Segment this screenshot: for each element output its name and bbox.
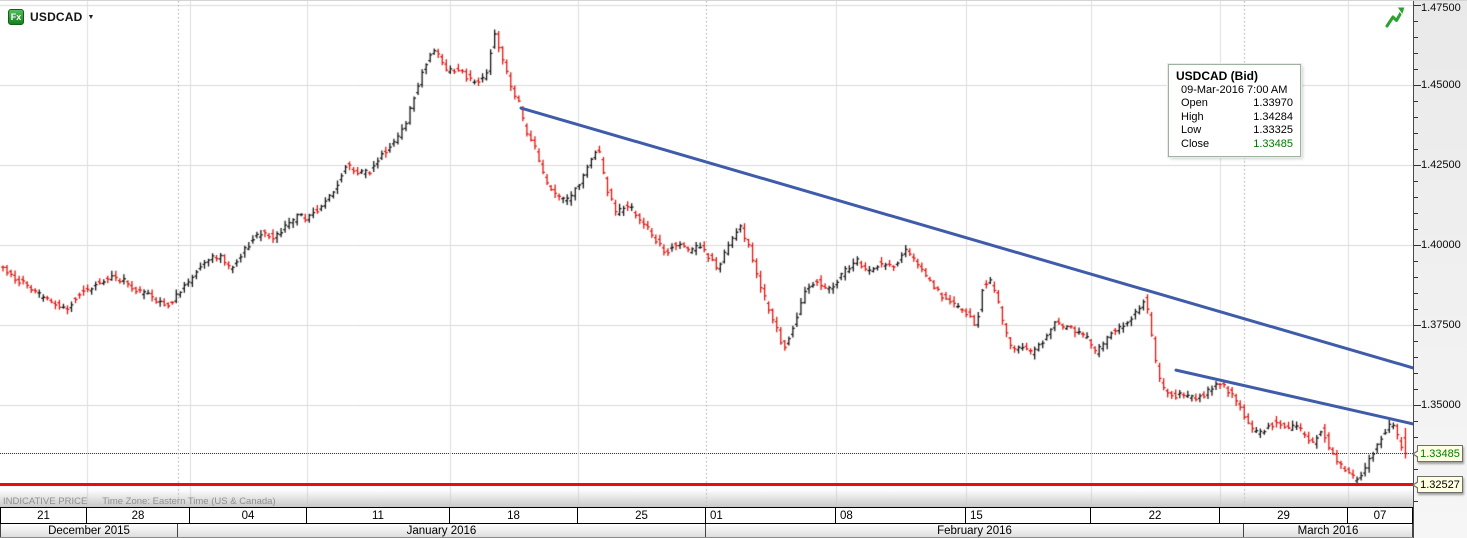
y-axis-minor-tick: [1414, 53, 1418, 54]
y-axis-major-tick: [1414, 85, 1421, 86]
indicative-price-label: INDICATIVE PRICE: [3, 496, 88, 507]
tooltip-low-row: Low 1.33325: [1176, 124, 1293, 138]
y-axis-minor-tick: [1414, 101, 1418, 102]
trendlines-layer: [519, 106, 1413, 426]
y-axis-minor-tick: [1414, 421, 1418, 422]
y-axis-label: 1.37500: [1421, 319, 1461, 331]
month-axis[interactable]: December 2015 January 2016 February 2016 Ma…: [0, 524, 1413, 538]
y-axis-minor-tick: [1414, 197, 1418, 198]
date-cell: 29: [1220, 508, 1348, 523]
date-cell: 28: [87, 508, 190, 523]
support-price-callout-text: 1.32527: [1420, 478, 1460, 491]
date-cell: 15: [966, 508, 1091, 523]
month-cell: December 2015: [0, 524, 178, 537]
date-axis[interactable]: 21 28 04 11 18 25 01 08 15 22 29 07: [0, 507, 1413, 524]
tooltip-close-row: Close 1.33485: [1176, 138, 1293, 152]
open-label: Open: [1181, 97, 1208, 109]
y-axis-minor-tick: [1414, 341, 1418, 342]
low-value: 1.33325: [1253, 124, 1293, 136]
date-cell: 07: [1348, 508, 1413, 523]
y-axis-minor-tick: [1414, 357, 1418, 358]
month-cell: January 2016: [178, 524, 706, 537]
y-axis-major-tick: [1414, 5, 1421, 6]
ohlc-tooltip: USDCAD (Bid) 09-Mar-2016 7:00 AM Open 1.…: [1168, 64, 1301, 157]
y-axis-minor-tick: [1414, 373, 1418, 374]
symbol-selector[interactable]: Fx USDCAD ▼: [8, 9, 94, 25]
support-price-callout: 1.32527: [1417, 476, 1463, 493]
chevron-down-icon: ▼: [87, 13, 95, 21]
y-axis-label: 1.42500: [1421, 159, 1461, 171]
footer-note: INDICATIVE PRICE Time Zone: Eastern Time…: [3, 496, 276, 507]
y-axis-label: 1.40000: [1421, 239, 1461, 251]
y-axis-minor-tick: [1414, 437, 1418, 438]
current-price-callout: 1.33485: [1417, 445, 1463, 462]
y-axis-minor-tick: [1414, 213, 1418, 214]
y-axis-minor-tick: [1414, 149, 1418, 150]
timezone-label: Time Zone: Eastern Time (US & Canada): [102, 496, 276, 507]
y-axis-minor-tick: [1414, 37, 1418, 38]
open-value: 1.33970: [1253, 97, 1293, 109]
current-price-callout-text: 1.33485: [1420, 447, 1460, 460]
y-axis-minor-tick: [1414, 21, 1418, 22]
tooltip-datetime: 09-Mar-2016 7:00 AM: [1181, 84, 1288, 96]
tooltip-high-row: High 1.34284: [1176, 111, 1293, 125]
y-axis-label: 1.45000: [1421, 79, 1461, 91]
date-cell: 18: [450, 508, 578, 523]
y-axis-minor-tick: [1414, 117, 1418, 118]
bottom-fade: [0, 489, 1413, 508]
date-cell: 25: [578, 508, 706, 523]
symbol-label: USDCAD: [30, 10, 83, 24]
y-axis-minor-tick: [1414, 277, 1418, 278]
date-cell: 01: [706, 508, 836, 523]
y-axis-major-tick: [1414, 405, 1421, 406]
y-axis-minor-tick: [1414, 389, 1418, 390]
y-axis-minor-tick: [1414, 261, 1418, 262]
y-axis-major-tick: [1414, 325, 1421, 326]
high-value: 1.34284: [1253, 110, 1293, 123]
support-line[interactable]: [0, 483, 1413, 486]
date-cell: 11: [307, 508, 450, 523]
low-label: Low: [1181, 124, 1202, 136]
date-cell: 04: [190, 508, 307, 523]
price-plot[interactable]: Fx USDCAD ▼ USDCAD (Bid) 09-Mar-2016 7:0…: [0, 1, 1413, 508]
y-axis-label: 1.35000: [1421, 399, 1461, 411]
date-cell: 21: [0, 508, 87, 523]
date-cell: 08: [836, 508, 966, 523]
month-cell: February 2016: [706, 524, 1244, 537]
y-axis-minor-tick: [1414, 293, 1418, 294]
y-axis-minor-tick: [1414, 501, 1418, 502]
tooltip-title: USDCAD (Bid): [1176, 69, 1258, 83]
date-cell: 22: [1091, 508, 1220, 523]
trendline-lower[interactable]: [1174, 368, 1413, 426]
y-axis-major-tick: [1414, 165, 1421, 166]
tooltip-open-row: Open 1.33970: [1176, 97, 1293, 111]
y-axis-minor-tick: [1414, 69, 1418, 70]
trendline-upper[interactable]: [519, 106, 1413, 370]
y-axis-minor-tick: [1414, 229, 1418, 230]
y-axis-minor-tick: [1414, 469, 1418, 470]
y-axis-label: 1.47500: [1421, 2, 1461, 14]
high-label: High: [1181, 110, 1204, 123]
month-cell: March 2016: [1244, 524, 1413, 537]
y-axis-major-tick: [1414, 245, 1421, 246]
y-axis-minor-tick: [1414, 133, 1418, 134]
trend-arrow-icon[interactable]: [1384, 5, 1406, 29]
y-axis-minor-tick: [1414, 181, 1418, 182]
fx-icon: Fx: [8, 9, 24, 25]
y-axis-minor-tick: [1414, 309, 1418, 310]
close-label: Close: [1181, 137, 1210, 150]
close-value: 1.33485: [1253, 137, 1293, 150]
